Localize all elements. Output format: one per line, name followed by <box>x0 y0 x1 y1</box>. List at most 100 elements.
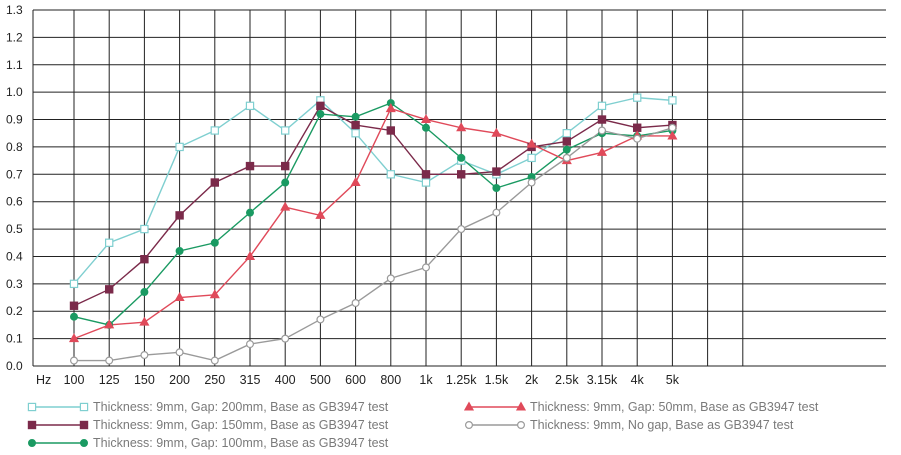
data-point <box>562 137 572 146</box>
data-point <box>633 134 642 143</box>
x-tick-label: 5k <box>666 373 680 387</box>
data-point <box>596 146 608 156</box>
data-point <box>351 120 360 130</box>
data-point <box>244 250 256 260</box>
x-tick-label: 500 <box>310 373 331 387</box>
data-point <box>351 299 360 308</box>
data-point <box>104 238 114 247</box>
data-point <box>175 142 184 152</box>
series-line <box>73 107 673 340</box>
data-point <box>140 224 149 234</box>
data-point <box>69 279 79 289</box>
data-point <box>209 289 220 299</box>
x-tick-label: 315 <box>240 373 261 387</box>
data-point <box>422 123 431 132</box>
data-point <box>562 145 571 154</box>
data-point <box>140 288 149 297</box>
data-point <box>316 110 325 119</box>
y-tick-label: 1.0 <box>6 85 23 99</box>
data-point <box>526 138 537 148</box>
x-tick-label: 125 <box>99 373 120 387</box>
data-point <box>245 101 255 111</box>
data-point <box>105 356 114 365</box>
x-tick-label: 1.5k <box>485 373 509 387</box>
data-point <box>386 170 396 179</box>
x-tick-label: 4k <box>631 373 645 387</box>
data-point <box>281 126 290 135</box>
data-point <box>316 101 325 111</box>
legend-label: Thickness: 9mm, Gap: 100mm, Base as GB39… <box>93 436 389 450</box>
y-tick-label: 0.2 <box>6 304 23 318</box>
y-axis: 0.0 0.1 0.2 0.3 0.4 0.5 0.6 0.7 0.8 0.9 1.0 1.1 1.2 1… <box>6 3 23 373</box>
series-line <box>74 127 673 362</box>
data-point <box>350 176 361 187</box>
x-tick-label: 250 <box>204 373 225 387</box>
data-point <box>597 101 607 111</box>
legend-marker <box>27 402 37 412</box>
data-point <box>69 356 78 365</box>
legend-label: Thickness: 9mm, Gap: 50mm, Base as GB394… <box>530 400 819 414</box>
data-point <box>174 292 185 302</box>
series-line <box>73 104 673 307</box>
data-point <box>457 153 466 162</box>
legend-marker <box>515 401 526 411</box>
data-point <box>386 274 395 283</box>
legend-label: Thickness: 9mm, No gap, Base as GB3947 t… <box>530 418 794 432</box>
chart-grid <box>32 9 886 367</box>
data-point <box>421 170 431 179</box>
x-tick-label: 2.5k <box>555 373 579 387</box>
data-point <box>527 153 536 163</box>
x-tick-label: 150 <box>134 373 155 387</box>
data-point <box>175 348 184 357</box>
y-tick-label: 1.1 <box>6 58 23 72</box>
series-markers <box>68 93 678 365</box>
legend-marker <box>464 401 475 411</box>
data-point <box>139 316 150 326</box>
legend-label: Thickness: 9mm, Gap: 200mm, Base as GB39… <box>93 400 389 414</box>
data-point <box>492 167 501 176</box>
y-tick-label: 0.5 <box>6 222 23 236</box>
data-point <box>175 246 184 255</box>
x-axis: Hz 100 125 150 200 250 315 400 500 600 800 1k 1.25k 1… <box>36 373 680 387</box>
data-point <box>210 178 219 187</box>
legend-marker <box>79 402 89 412</box>
y-tick-label: 0.1 <box>6 332 23 346</box>
data-point <box>421 178 431 187</box>
y-tick-label: 0.4 <box>6 249 23 263</box>
data-point <box>457 225 466 234</box>
data-point <box>667 130 678 140</box>
data-point <box>315 209 326 219</box>
data-point <box>280 201 291 211</box>
x-tick-label: 200 <box>169 373 190 387</box>
data-point <box>104 319 115 329</box>
x-tick-label: 800 <box>380 373 401 387</box>
legend-marker <box>27 438 37 448</box>
data-point <box>351 112 360 121</box>
data-point <box>632 123 642 132</box>
x-tick-label: 1.25k <box>446 373 477 387</box>
x-tick-label: 2k <box>525 373 539 387</box>
x-tick-label: 3.15k <box>587 373 618 387</box>
legend-item: Thickness: 9mm, Gap: 150mm, Base as GB39… <box>27 418 388 432</box>
data-point <box>246 340 255 349</box>
data-point <box>281 161 290 171</box>
legend-swatch <box>27 402 89 412</box>
data-point <box>597 115 607 124</box>
series-line <box>73 96 673 285</box>
data-point <box>210 356 219 365</box>
x-tick-label: 100 <box>64 373 85 387</box>
data-point <box>385 103 396 113</box>
legend-swatch <box>27 420 89 430</box>
legend-marker <box>27 420 37 430</box>
legend-item: Thickness: 9mm, No gap, Base as GB3947 t… <box>464 418 793 432</box>
data-point <box>281 334 290 343</box>
legend-marker <box>79 438 88 448</box>
data-point <box>668 96 677 105</box>
data-point <box>210 126 219 135</box>
data-point <box>562 129 572 138</box>
data-point <box>492 208 501 217</box>
data-point <box>491 127 502 137</box>
series-line <box>73 102 673 326</box>
legend-swatch <box>27 438 88 448</box>
